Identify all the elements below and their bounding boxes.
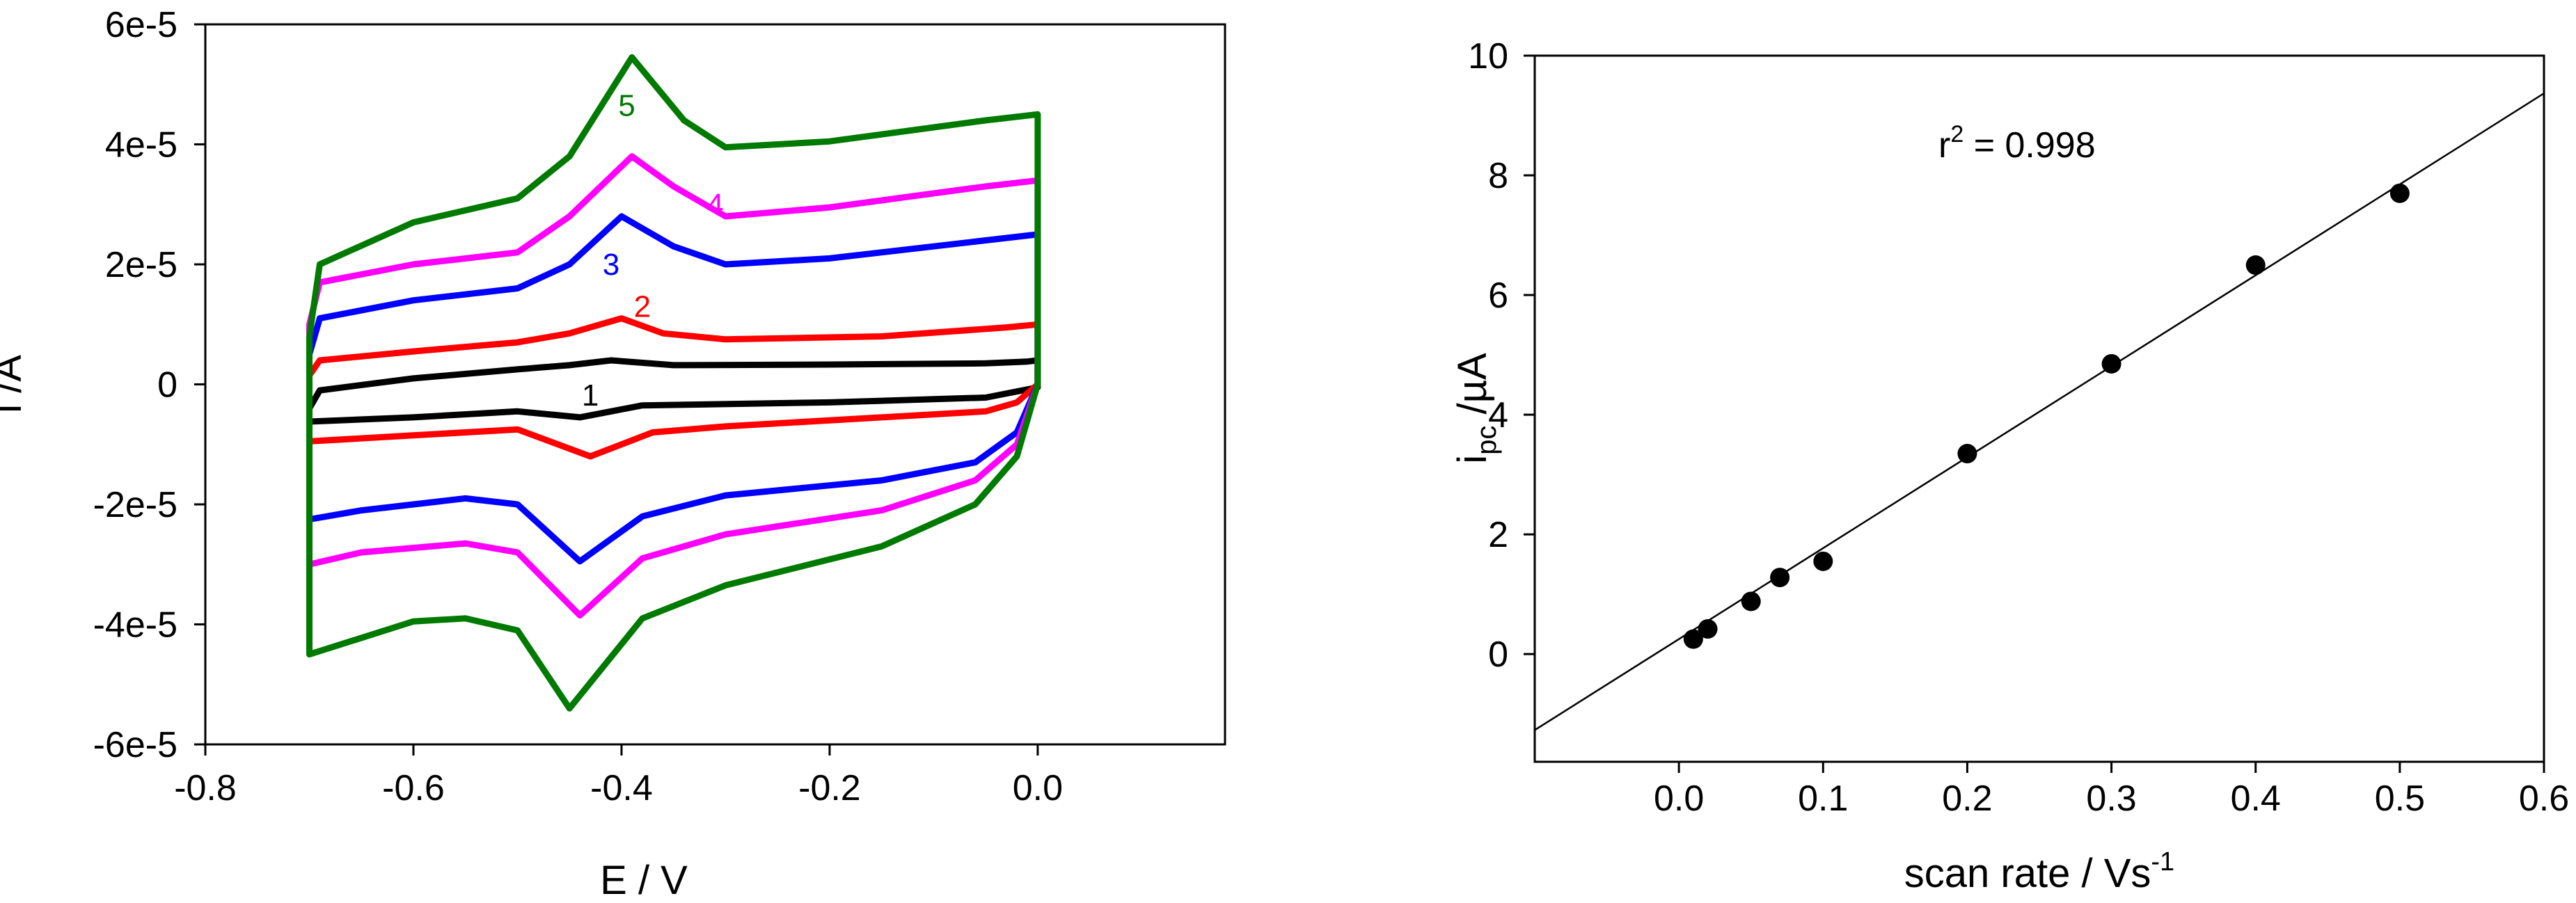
cv-series-label-1: 1 — [582, 378, 599, 413]
data-point — [1770, 568, 1790, 588]
cv-y-tick-label: 2e-5 — [105, 245, 177, 285]
cv-y-tick-label: 6e-5 — [105, 5, 177, 45]
cv-series-label-4: 4 — [706, 188, 723, 222]
cv-y-axis-title: i /A — [0, 355, 30, 413]
ipc-x-tick-label: 0.5 — [2375, 778, 2425, 819]
ipc-y-tick-label: 2 — [1488, 515, 1508, 555]
ipc-x-tick-label: 0.6 — [2519, 778, 2569, 819]
ipc-x-tick-label: 0.4 — [2231, 778, 2281, 819]
ipc-y-tick-label: 10 — [1468, 36, 1508, 77]
cv-series-label-5: 5 — [618, 88, 635, 122]
cv-y-tick-label: -2e-5 — [93, 485, 177, 525]
ipc-plot-frame — [1533, 54, 2545, 763]
cv-y-tick-label: 4e-5 — [105, 125, 177, 166]
cv-x-axis-title: E / V — [600, 858, 688, 903]
data-point — [1698, 619, 1718, 639]
ipc-x-tick-label: 0.2 — [1942, 778, 1992, 819]
cv-series-2 — [306, 315, 1041, 460]
data-point — [1741, 591, 1761, 612]
cv-x-tick-label: -0.4 — [590, 768, 653, 808]
cv-x-ticks: -0.8 -0.6 -0.4 -0.2 0.0 — [174, 744, 1063, 808]
data-point — [1813, 551, 1833, 571]
data-point — [1957, 444, 1977, 464]
cv-y-tick-label: -6e-5 — [93, 725, 177, 765]
cv-y-ticks: 6e-5 4e-5 2e-5 0 -2e-5 -4e-5 -6e-5 — [93, 5, 205, 765]
cv-series-3 — [306, 213, 1041, 565]
data-point — [2245, 255, 2266, 275]
r-squared-annotation: r2 = 0.998 — [1938, 121, 2096, 166]
data-point — [1683, 629, 1703, 649]
ipc-y-axis-title: ipc /µA — [1450, 353, 1502, 464]
data-point — [2101, 353, 2121, 374]
ipc-y-ticks: 0 2 4 6 8 10 — [1468, 36, 1535, 675]
cv-y-tick-label: -4e-5 — [93, 605, 177, 646]
ipc-x-tick-label: 0.1 — [1798, 778, 1848, 819]
ipc-y-tick-label: 6 — [1488, 275, 1508, 316]
ipc-x-axis-title: scan rate / Vs-1 — [1904, 847, 2174, 896]
ipc-chart: 0.0 0.1 0.2 0.3 0.4 0.5 0.6 0 2 4 6 8 10 r2 = 0.998… — [1450, 36, 2569, 896]
cv-series-label-3: 3 — [603, 248, 619, 282]
cv-x-tick-label: -0.8 — [174, 768, 237, 808]
cv-series-5 — [306, 54, 1041, 712]
cv-series-label-2: 2 — [634, 289, 651, 323]
cv-series-4 — [306, 153, 1041, 619]
ipc-x-ticks: 0.0 0.1 0.2 0.3 0.4 0.5 0.6 — [1654, 762, 2569, 819]
cv-x-tick-label: -0.6 — [382, 768, 445, 808]
cv-x-tick-label: 0.0 — [1013, 768, 1063, 808]
cv-series-1 — [306, 357, 1041, 425]
cv-y-tick-label: 0 — [157, 365, 177, 406]
ipc-x-tick-label: 0.3 — [2086, 778, 2136, 819]
cv-x-tick-label: -0.2 — [798, 768, 861, 808]
ipc-y-tick-label: 8 — [1488, 156, 1508, 196]
data-point — [2389, 183, 2410, 203]
cv-curves — [306, 54, 1041, 712]
ipc-points — [1683, 183, 2410, 649]
ipc-y-tick-label: 4 — [1488, 395, 1508, 435]
ipc-x-tick-label: 0.0 — [1654, 778, 1704, 819]
ipc-y-tick-label: 0 — [1488, 634, 1508, 675]
